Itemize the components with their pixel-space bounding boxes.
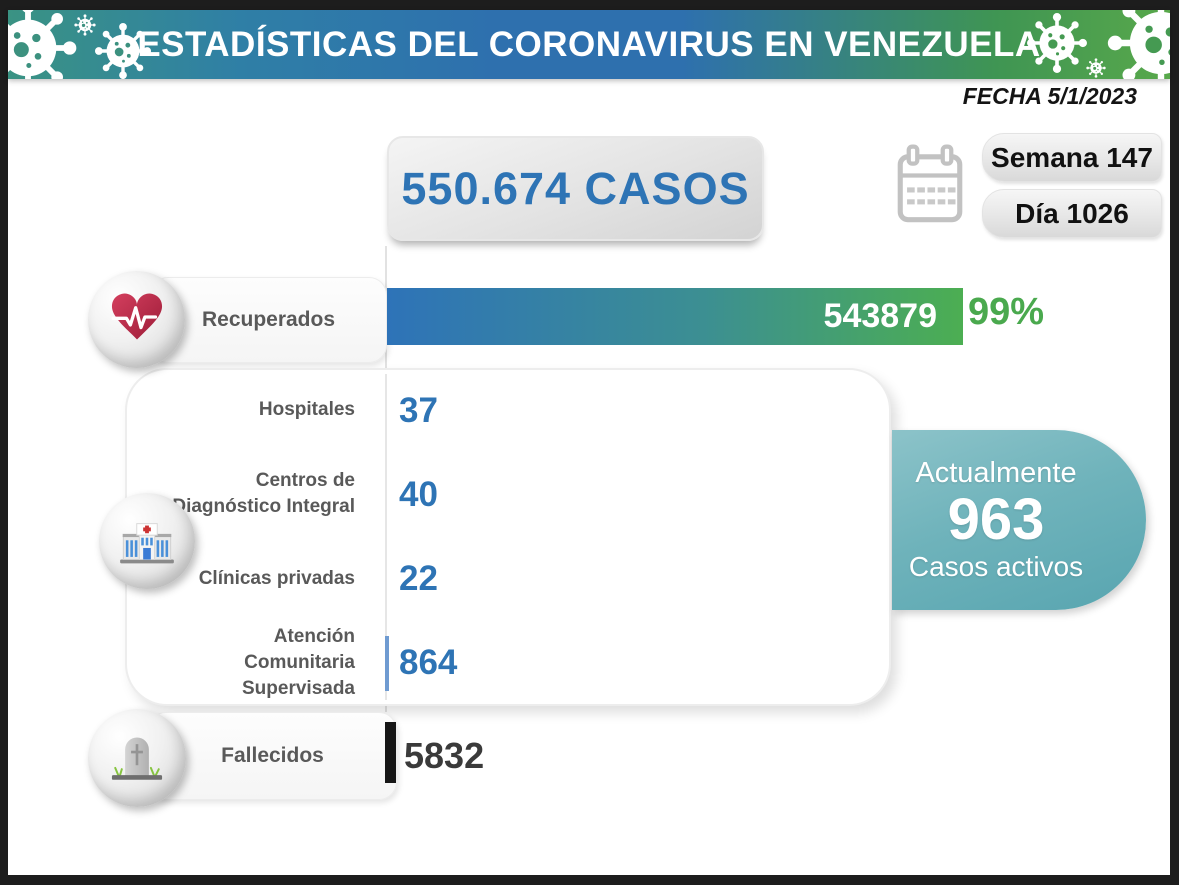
row-value-acs: 864: [399, 643, 458, 682]
total-cases-card: 550.674 CASOS: [387, 136, 764, 241]
row-bar-acs: [385, 636, 389, 691]
row-label-cdi: Centros de Diagnóstico Integral: [172, 470, 355, 517]
header-banner: ESTADÍSTICAS DEL CORONAVIRUS EN VENEZUEL…: [8, 10, 1170, 79]
calendar-icon: [896, 142, 964, 226]
deceased-icon-badge: [88, 709, 186, 807]
tombstone-icon: [104, 723, 170, 794]
active-breakdown-card: Hospitales 37 Centros de Diagnóstico Int…: [125, 368, 891, 706]
page-title: ESTADÍSTICAS DEL CORONAVIRUS EN VENEZUEL…: [137, 25, 1041, 64]
deceased-bar: [385, 722, 396, 783]
total-cases-value: 550.674 CASOS: [401, 162, 750, 214]
recovered-icon-badge: [88, 271, 185, 368]
day-badge: Día 1026: [982, 189, 1162, 238]
row-label-clinicas: Clínicas privadas: [198, 568, 355, 589]
hospital-icon: [115, 507, 179, 576]
row-value-hospitales: 37: [399, 391, 438, 430]
row-value-clinicas: 22: [399, 559, 438, 598]
row-label-hospitales: Hospitales: [258, 399, 355, 420]
recovered-percent: 99%: [968, 291, 1045, 333]
week-badge: Semana 147: [982, 133, 1162, 182]
deceased-label: Fallecidos: [148, 712, 397, 800]
active-cases-card: Actualmente 963 Casos activos: [892, 430, 1146, 610]
recovered-label: Recuperados: [150, 277, 387, 363]
active-cases-subcaption: Casos activos: [908, 551, 1084, 582]
facilities-icon-badge: [99, 493, 195, 589]
row-value-cdi: 40: [399, 475, 438, 514]
row-label-acs: Atención Comunitaria Supervisada: [242, 626, 355, 699]
heart-pulse-icon: [104, 284, 170, 355]
active-cases-caption: Actualmente: [915, 457, 1077, 489]
active-cases-value: 963: [947, 487, 1045, 552]
breakdown-divider: [385, 374, 387, 700]
recovered-bar: 543879: [387, 288, 963, 345]
report-date: FECHA 5/1/2023: [962, 83, 1137, 109]
recovered-value: 543879: [823, 297, 937, 335]
deceased-value: 5832: [404, 735, 485, 776]
